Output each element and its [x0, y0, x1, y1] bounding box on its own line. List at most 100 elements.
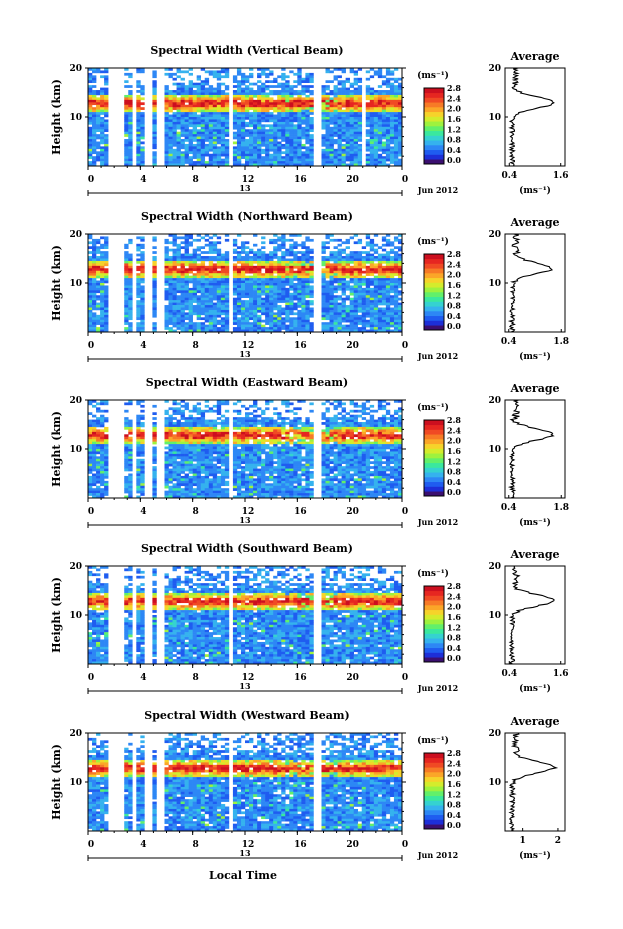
heatmap-cell	[236, 70, 242, 74]
heatmap-cell	[353, 139, 359, 142]
heatmap-cell	[196, 317, 202, 321]
heatmap-cell	[100, 134, 105, 137]
heatmap-cell	[128, 260, 133, 264]
heatmap-cell	[257, 112, 262, 115]
heatmap-cell	[321, 148, 326, 152]
heatmap-cell	[393, 94, 399, 98]
heatmap-cell	[180, 287, 185, 291]
heatmap-cell	[204, 104, 210, 108]
heatmap-cell	[172, 238, 177, 242]
heatmap-cell	[224, 319, 230, 323]
heatmap-cell	[377, 265, 383, 269]
heatmap-cell	[164, 148, 169, 152]
heatmap-cell	[124, 402, 129, 406]
heatmap-cell	[381, 287, 387, 291]
heatmap-cell	[249, 119, 254, 123]
heatmap-cell	[212, 163, 218, 167]
heatmap-cell	[377, 124, 383, 128]
heatmap-cell	[337, 119, 342, 123]
heatmap-cell	[216, 119, 222, 123]
heatmap-cell	[349, 136, 354, 140]
heatmap-cell	[385, 305, 391, 308]
heatmap-cell	[257, 72, 262, 76]
heatmap-cell	[389, 139, 395, 142]
heatmap-cell	[373, 109, 379, 113]
heatmap-cell	[164, 248, 169, 252]
heatmap-cell	[212, 314, 218, 318]
x-tick-label: 16	[294, 341, 307, 351]
heatmap-cell	[168, 312, 173, 316]
heatmap-cell	[152, 287, 157, 291]
heatmap-cell	[357, 270, 363, 274]
heatmap-cell	[216, 114, 222, 118]
heatmap-cell	[124, 251, 129, 254]
heatmap-cell	[281, 109, 286, 113]
heatmap-cell	[305, 156, 310, 159]
heatmap-cell	[265, 307, 270, 311]
heatmap-cell	[220, 327, 226, 330]
heatmap-cell	[180, 126, 185, 130]
heatmap-cell	[305, 109, 310, 113]
heatmap-cell	[196, 129, 202, 132]
heatmap-cell	[184, 94, 189, 98]
heatmap-cell	[333, 124, 338, 128]
heatmap-cell	[245, 256, 250, 259]
heatmap-cell	[385, 283, 391, 286]
heatmap-cell	[389, 104, 395, 108]
heatmap-cell	[249, 112, 254, 115]
heatmap-cell	[309, 129, 314, 132]
heatmap-cell	[104, 256, 109, 259]
heatmap-cell	[357, 251, 363, 254]
heatmap-cell	[224, 327, 230, 330]
heatmap-cell	[196, 290, 202, 294]
colorbar-swatch	[424, 292, 444, 298]
heatmap-cell	[325, 139, 330, 142]
heatmap-cell	[285, 143, 290, 147]
heatmap-cell	[321, 305, 326, 308]
heatmap-cell	[220, 285, 226, 289]
heatmap-cell	[140, 295, 145, 298]
heatmap-cell	[285, 422, 290, 425]
heatmap-cell	[104, 307, 109, 311]
heatmap-cell	[88, 273, 93, 276]
heatmap-cell	[212, 124, 218, 128]
heatmap-cell	[164, 256, 169, 259]
heatmap-cell	[176, 153, 181, 157]
heatmap-cell	[361, 307, 367, 311]
heatmap-cell	[281, 275, 286, 279]
heatmap-cell	[253, 139, 258, 142]
heatmap-cell	[321, 153, 326, 157]
heatmap-cell	[164, 151, 169, 155]
heatmap-cell	[377, 314, 383, 318]
heatmap-cell	[88, 241, 93, 245]
heatmap-cell	[92, 329, 97, 333]
heatmap-cell	[329, 156, 334, 159]
heatmap-cell	[88, 92, 93, 96]
heatmap-cell	[309, 402, 314, 406]
heatmap-cell	[224, 260, 230, 264]
heatmap-cell	[172, 322, 177, 325]
heatmap-cell	[172, 270, 177, 274]
heatmap-cell	[96, 424, 101, 428]
heatmap-cell	[353, 312, 359, 316]
heatmap-cell	[277, 280, 282, 284]
heatmap-cell	[389, 114, 395, 118]
heatmap-cell	[249, 280, 254, 284]
heatmap-cell	[253, 126, 258, 130]
heatmap-cell	[172, 112, 177, 115]
heatmap-cell	[92, 251, 97, 254]
heatmap-cell	[245, 312, 250, 316]
heatmap-cell	[100, 75, 105, 79]
heatmap-cell	[273, 278, 278, 281]
heatmap-cell	[269, 312, 274, 316]
heatmap-cell	[393, 77, 399, 81]
heatmap-cell	[389, 158, 395, 162]
heatmap-cell	[357, 278, 363, 281]
heatmap-cell	[172, 99, 177, 103]
heatmap-cell	[265, 302, 270, 306]
heatmap-cell	[337, 131, 342, 135]
heatmap-cell	[325, 400, 330, 403]
heatmap-cell	[136, 121, 141, 125]
heatmap-cell	[333, 134, 338, 137]
